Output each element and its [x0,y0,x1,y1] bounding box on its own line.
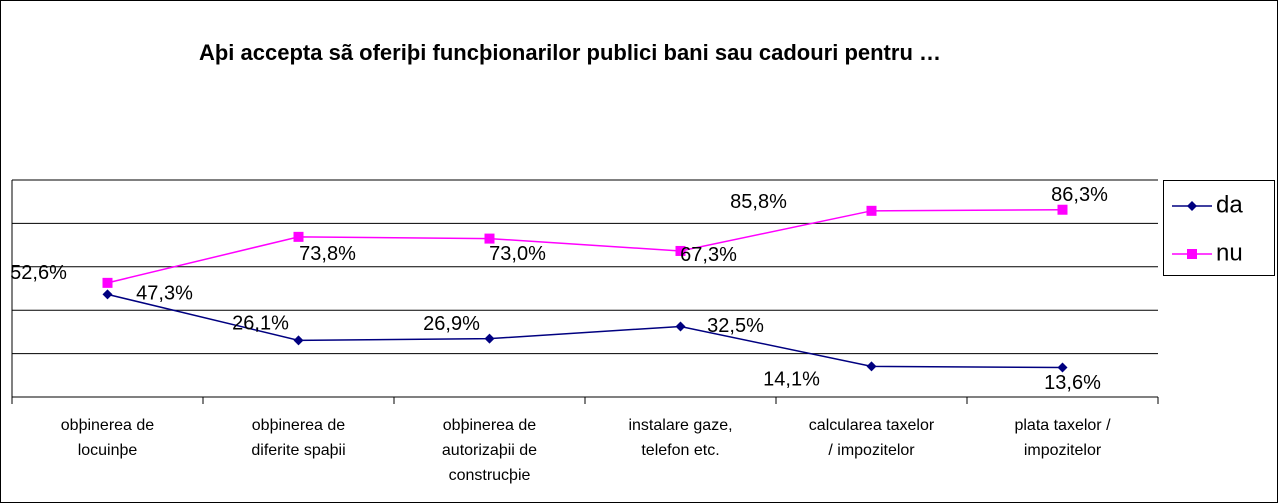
legend-label: da [1216,191,1243,218]
data-label: 52,6% [10,262,67,284]
x-tick-label: locuinþe [78,442,138,459]
x-tick-label: telefon etc. [641,442,719,459]
marker [1057,204,1068,215]
x-tick-label: diferite spaþii [251,442,345,459]
legend-label: nu [1216,239,1243,266]
marker [675,321,686,332]
chart-title: Aþi accepta sã oferiþi funcþionarilor pu… [199,40,941,65]
x-tick-label: construcþie [449,467,531,484]
marker [1057,362,1068,373]
legend-box [1163,180,1275,276]
x-tick-label: autorizaþii de [442,442,537,459]
data-label: 85,8% [730,191,787,213]
marker [102,289,113,300]
marker [484,233,495,244]
marker [866,205,877,216]
data-label: 32,5% [707,315,764,337]
series-line [107,293,1063,369]
x-tick-label: calcularea taxelor [809,417,935,434]
data-label: 26,9% [423,313,480,335]
data-label: 13,6% [1044,372,1101,394]
data-label: 47,3% [136,283,193,305]
marker [293,231,304,242]
marker [866,361,877,372]
x-tick-label: obþinerea de [443,417,537,434]
data-label: 14,1% [763,369,820,391]
marker [675,245,686,256]
x-tick-label: / impozitelor [828,442,915,459]
marker [293,335,304,346]
x-tick-label: obþinerea de [252,417,346,434]
series-line [107,208,1063,284]
x-tick-label: obþinerea de [61,417,155,434]
x-tick-label: instalare gaze, [628,417,732,434]
x-tick-label: plata taxelor / [1014,417,1111,434]
data-label: 67,3% [680,244,737,266]
data-label: 26,1% [232,313,289,335]
marker [102,277,113,288]
data-label: 86,3% [1051,184,1108,206]
legend-marker [1187,201,1197,211]
x-tick-label: impozitelor [1024,442,1102,459]
data-label: 73,8% [299,243,356,265]
legend-marker [1187,249,1197,259]
marker [484,333,495,344]
data-label: 73,0% [489,243,546,265]
